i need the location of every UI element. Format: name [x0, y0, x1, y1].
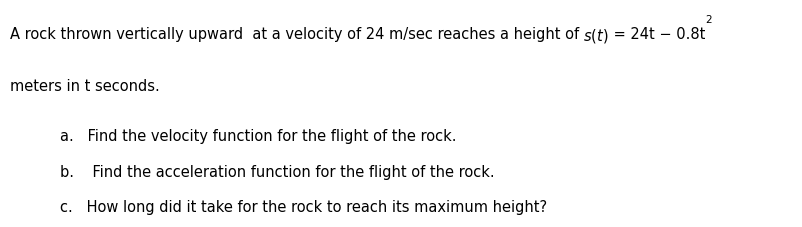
- Text: meters in t seconds.: meters in t seconds.: [10, 79, 159, 94]
- Text: $s(t)$: $s(t)$: [583, 27, 608, 45]
- Text: a.   Find the velocity function for the flight of the rock.: a. Find the velocity function for the fl…: [60, 129, 456, 144]
- Text: 2: 2: [704, 15, 711, 25]
- Text: = 24t − 0.8t: = 24t − 0.8t: [608, 27, 704, 42]
- Text: A rock thrown vertically upward  at a velocity of 24 m/sec reaches a height of: A rock thrown vertically upward at a vel…: [10, 27, 583, 42]
- Text: b.    Find the acceleration function for the flight of the rock.: b. Find the acceleration function for th…: [60, 165, 494, 180]
- Text: c.   How long did it take for the rock to reach its maximum height?: c. How long did it take for the rock to …: [60, 200, 547, 215]
